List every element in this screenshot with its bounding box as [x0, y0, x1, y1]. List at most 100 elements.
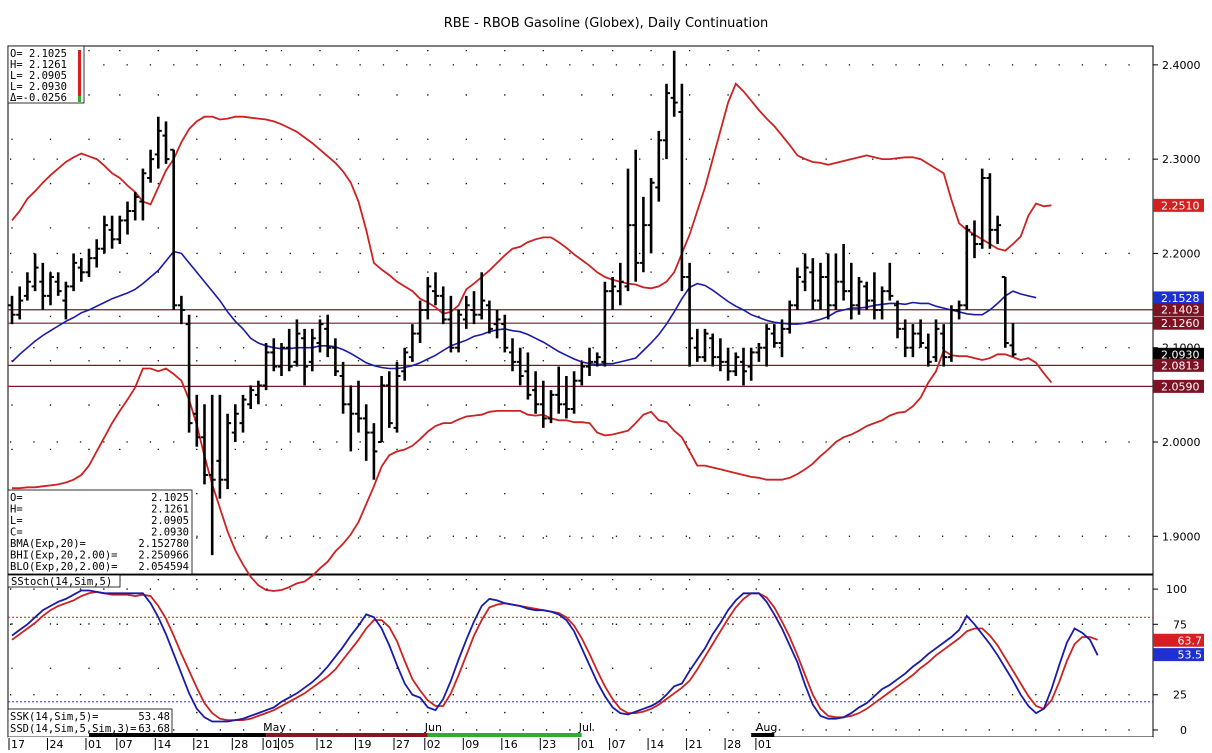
ohlc-bar	[686, 262, 694, 367]
date-tick-label: 28	[727, 738, 741, 751]
ohlc-bar	[870, 272, 878, 320]
price-flag: 2.0930	[1153, 347, 1204, 361]
ohlc-bar	[193, 394, 201, 447]
stoch-flags: 63.7 53.5	[1153, 633, 1204, 662]
price-tick-label: 2.4000	[1162, 59, 1201, 72]
ssd-flag: 63.7	[1153, 633, 1204, 647]
indicator-label: BMA(Exp,20)=	[10, 538, 86, 550]
ohlc-bar	[378, 376, 386, 443]
date-tick-label: 01	[758, 738, 772, 751]
indicator-label: C=	[10, 527, 23, 539]
date-tick-label: 01	[88, 738, 102, 751]
ohlc-bar	[909, 324, 917, 358]
ohlc-bar	[170, 148, 178, 310]
ohlc-bar	[809, 258, 817, 310]
indicator-label: H=	[10, 504, 23, 516]
date-axis-strip	[266, 733, 428, 737]
ohlc-last: L= 2.0930	[10, 81, 67, 93]
ohlc-bar	[47, 272, 54, 306]
ohlc-bar	[532, 371, 540, 414]
ohlc-bar	[894, 300, 901, 339]
stoch-title-box	[7, 574, 121, 588]
ohlc-bar	[270, 338, 278, 372]
ohlc-change: Δ=-0.0256	[10, 92, 67, 104]
date-tick-label: 23	[542, 738, 556, 751]
date-tick-label: 17	[11, 738, 25, 751]
price-flag-label: 2.0930	[1161, 348, 1200, 361]
ssk-value: 53.48	[138, 711, 170, 723]
ohlc-bar	[509, 338, 516, 372]
ohlc-bar	[77, 258, 85, 282]
date-tick-label: 19	[358, 738, 372, 751]
price-tick-label: 2.3000	[1162, 153, 1201, 166]
ohlc-bar	[216, 394, 224, 499]
ohlc-bar	[801, 253, 809, 292]
ohlc-bar	[308, 328, 316, 372]
ohlc-high: H= 2.1261	[10, 59, 67, 71]
stoch-readout: SStoch(14,Sim,5) SSK(14,Sim,5)= 53.48 SS…	[7, 574, 173, 738]
ohlc-bar	[832, 253, 840, 310]
ohlc-bar	[747, 347, 755, 381]
ohlc-bar	[817, 262, 824, 310]
price-flag: 2.1528	[1153, 291, 1204, 305]
ohlc-bar	[786, 300, 794, 334]
ohlc-bar	[39, 262, 47, 310]
ohlc-bar	[93, 239, 101, 268]
ohlc-bar	[316, 319, 324, 353]
ohlc-open: O= 2.1025	[10, 48, 67, 60]
ohlc-bar	[293, 319, 301, 367]
ohlc-bar	[924, 333, 932, 367]
ohlc-bar	[347, 385, 355, 452]
indicator-readout: O= 2.1025 H= 2.1261 L= 2.0905 C= 2.0930 BMA(Exp,…	[7, 489, 193, 575]
date-tick-label: 12	[319, 738, 333, 751]
ohlc-bar	[670, 50, 678, 117]
price-flag: 2.0590	[1153, 379, 1204, 393]
ohlc-bar	[678, 83, 686, 292]
ohlc-bar	[239, 394, 247, 433]
month-label: May	[263, 721, 286, 734]
ohlc-bar	[139, 168, 147, 221]
ohlc-bar	[570, 371, 578, 414]
date-tick-label: 07	[119, 738, 133, 751]
ohlc-bar	[663, 83, 670, 160]
ohlc-change-bar	[78, 96, 81, 102]
indicator-value: 2.152780	[138, 538, 189, 550]
month-label: Jun	[424, 721, 442, 734]
price-tick-label: 2.2000	[1162, 247, 1201, 260]
ohlc-bar	[432, 272, 439, 306]
chart-title: RBE - RBOB Gasoline (Globex), Daily Cont…	[444, 16, 769, 31]
ohlc-bar	[755, 343, 763, 362]
date-tick-label: 05	[281, 738, 295, 751]
indicator-label: L=	[10, 515, 23, 527]
ssk-label: SSK(14,Sim,5)=	[10, 711, 99, 723]
ssk-flag-label: 53.5	[1178, 649, 1203, 662]
date-tick-label: 01	[581, 738, 595, 751]
indicator-value: 2.0905	[151, 515, 189, 527]
date-axis: 17 24 01 07 14 21 28 01 05 12 19 27 02 09 16 23 01 07 14 21…	[8, 721, 1153, 753]
price-flag: 2.1403	[1153, 303, 1204, 317]
ohlc-bar	[447, 295, 455, 353]
ohlc-bar	[693, 328, 701, 362]
ssk-flag: 53.5	[1153, 648, 1204, 662]
ohlc-bar	[23, 272, 31, 301]
ohlc-bar	[947, 305, 955, 362]
ohlc-bar	[555, 366, 563, 414]
lower-band-line	[12, 349, 1053, 592]
indicator-label: BLO(Exp,20,2.00)=	[10, 561, 117, 573]
ohlc-bar	[470, 291, 478, 325]
ohlc-bar	[301, 328, 309, 386]
stoch-title: SStoch(14,Sim,5)	[11, 576, 112, 588]
ohlc-bar	[863, 281, 871, 310]
ohlc-bar	[70, 253, 78, 292]
ohlc-bar	[855, 277, 863, 315]
ohlc-bar	[955, 300, 963, 320]
ohlc-bar	[362, 404, 370, 461]
date-tick-label: 07	[612, 738, 626, 751]
stoch-tick-label: 0	[1180, 724, 1187, 737]
date-axis-strip	[751, 733, 775, 737]
ohlc-bar	[124, 201, 131, 235]
ohlc-bar	[740, 347, 747, 386]
ohlc-bar	[201, 404, 208, 485]
